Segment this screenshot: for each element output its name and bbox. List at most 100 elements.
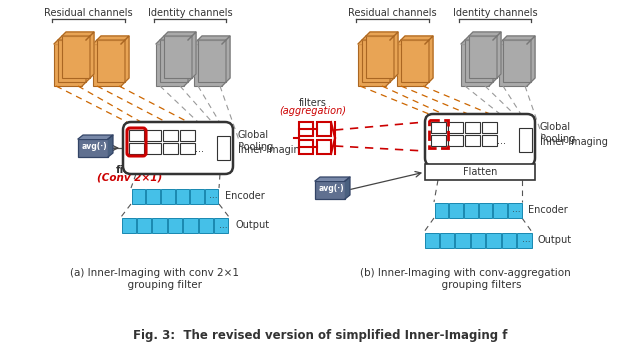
Bar (465, 122, 480, 133)
Bar (160, 40, 188, 82)
Bar (54, 44, 82, 86)
Bar (129, 143, 144, 154)
Polygon shape (531, 36, 535, 82)
Text: ...: ... (512, 206, 520, 214)
Polygon shape (394, 32, 398, 78)
Polygon shape (121, 40, 125, 86)
Text: Output: Output (235, 220, 269, 230)
Text: ...: ... (522, 236, 531, 245)
Bar (146, 189, 160, 204)
Bar (163, 143, 178, 154)
Text: Identity channels: Identity channels (148, 8, 232, 18)
Polygon shape (86, 36, 90, 82)
Polygon shape (497, 32, 501, 78)
Bar (183, 218, 198, 232)
Bar (362, 40, 390, 82)
Polygon shape (461, 40, 493, 44)
Bar (448, 135, 463, 146)
Polygon shape (78, 135, 113, 139)
Bar (93, 44, 121, 86)
Text: ...: ... (497, 136, 506, 146)
FancyBboxPatch shape (425, 114, 535, 166)
Bar (431, 122, 446, 133)
Polygon shape (315, 177, 350, 181)
Bar (198, 40, 226, 82)
Text: filter: filter (115, 165, 145, 175)
Bar (397, 44, 425, 86)
Text: avg(·): avg(·) (319, 184, 344, 193)
Bar (122, 218, 136, 232)
Bar (461, 44, 489, 86)
Polygon shape (345, 177, 350, 199)
Polygon shape (125, 36, 129, 82)
Text: (b) Inner-Imaging with conv-aggregation
          grouping filters: (b) Inner-Imaging with conv-aggregation … (360, 268, 570, 290)
Text: ...: ... (195, 144, 205, 154)
Bar (465, 135, 480, 146)
Bar (503, 40, 531, 82)
Bar (493, 203, 507, 218)
Bar (366, 36, 394, 78)
Bar (62, 36, 90, 78)
Polygon shape (198, 36, 230, 40)
Bar (479, 203, 492, 218)
Bar (440, 232, 454, 247)
Bar (205, 189, 218, 204)
Bar (198, 218, 213, 232)
Bar (517, 232, 531, 247)
Bar (129, 130, 144, 141)
Polygon shape (82, 40, 86, 86)
Polygon shape (226, 36, 230, 82)
Text: Flatten: Flatten (463, 167, 497, 177)
Polygon shape (97, 36, 129, 40)
Polygon shape (222, 40, 226, 86)
Text: (aggregation): (aggregation) (280, 106, 346, 116)
Polygon shape (390, 36, 394, 82)
Text: Fig. 3:  The revised version of simplified Inner-Imaging f: Fig. 3: The revised version of simplifie… (132, 329, 508, 342)
Bar (152, 218, 167, 232)
Polygon shape (90, 32, 94, 78)
Polygon shape (160, 36, 192, 40)
Text: Output: Output (538, 235, 572, 245)
Bar (401, 40, 429, 82)
Text: Residual channels: Residual channels (348, 8, 437, 18)
Polygon shape (366, 32, 398, 36)
Bar (425, 164, 535, 180)
Polygon shape (397, 40, 429, 44)
Polygon shape (401, 36, 433, 40)
Bar (465, 40, 493, 82)
Text: Inner-Imaging: Inner-Imaging (540, 137, 608, 147)
Polygon shape (503, 36, 535, 40)
Text: Inner-Imaging: Inner-Imaging (238, 145, 306, 155)
Bar (499, 44, 527, 86)
Bar (448, 122, 463, 133)
Polygon shape (425, 40, 429, 86)
Polygon shape (54, 40, 86, 44)
Bar (168, 218, 182, 232)
Text: Encoder: Encoder (225, 191, 265, 201)
Bar (146, 143, 161, 154)
Bar (508, 203, 522, 218)
Text: ...: ... (219, 221, 227, 229)
Bar (299, 122, 313, 136)
Text: (a) Inner-Imaging with conv 2×1
      grouping filter: (a) Inner-Imaging with conv 2×1 grouping… (70, 268, 239, 290)
Bar (519, 128, 532, 152)
Text: Global
Pooling: Global Pooling (238, 130, 273, 152)
Bar (217, 136, 230, 160)
Polygon shape (194, 40, 226, 44)
Bar (146, 130, 161, 141)
Text: filters: filters (299, 98, 327, 108)
Bar (435, 203, 448, 218)
Bar (299, 140, 313, 154)
Polygon shape (429, 36, 433, 82)
Bar (449, 203, 463, 218)
FancyBboxPatch shape (123, 122, 233, 174)
Bar (131, 189, 145, 204)
Bar (97, 40, 125, 82)
Text: ...: ... (209, 191, 218, 200)
Bar (431, 135, 446, 146)
Bar (471, 232, 485, 247)
Bar (214, 218, 228, 232)
Polygon shape (188, 36, 192, 82)
Bar (58, 40, 86, 82)
Polygon shape (465, 36, 497, 40)
